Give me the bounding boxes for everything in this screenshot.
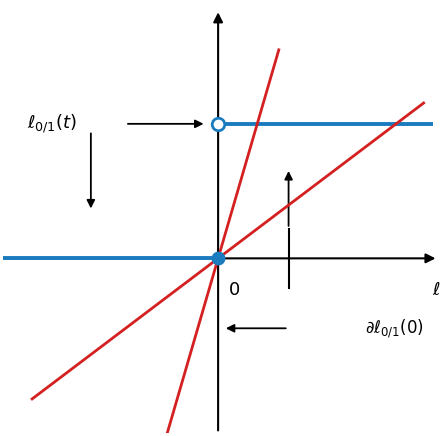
- Text: $\ell$: $\ell$: [432, 281, 440, 299]
- Text: $\ell_{0/1}(t)$: $\ell_{0/1}(t)$: [27, 112, 77, 135]
- Text: $\partial\ell_{0/1}(0)$: $\partial\ell_{0/1}(0)$: [365, 317, 424, 340]
- Text: $0$: $0$: [228, 281, 240, 299]
